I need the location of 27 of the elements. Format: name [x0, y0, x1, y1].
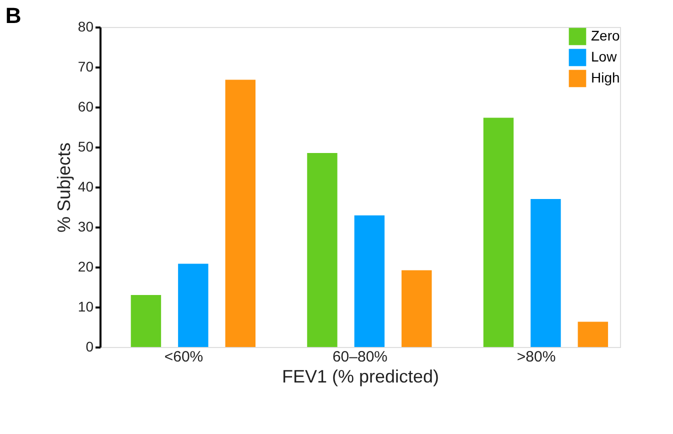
bar	[530, 199, 561, 347]
y-tick-label: 60	[78, 98, 94, 114]
legend-label: Low	[591, 48, 618, 64]
legend-label: High	[591, 70, 620, 86]
bar	[307, 153, 338, 347]
y-tick-label: 70	[78, 58, 94, 74]
bar	[354, 215, 385, 347]
bar	[178, 264, 208, 347]
x-tick-label: >80%	[516, 348, 556, 366]
chart-title: B	[5, 3, 22, 28]
bar	[578, 322, 608, 347]
legend-label: Zero	[591, 28, 620, 44]
y-tick-label: 40	[78, 178, 94, 194]
y-tick-label: 50	[78, 138, 94, 154]
x-tick-label: <60%	[164, 348, 204, 366]
bar	[402, 270, 432, 347]
bar	[130, 295, 162, 347]
y-tick-label: 20	[78, 258, 94, 274]
x-axis-title: FEV1 (% predicted)	[282, 366, 440, 386]
x-tick-label: 60–80%	[332, 348, 388, 366]
y-tick-label: 0	[86, 338, 94, 354]
y-tick-label: 30	[78, 218, 94, 234]
bar	[483, 118, 514, 347]
y-tick-label: 10	[78, 298, 94, 314]
y-tick-label: 80	[78, 18, 94, 34]
bar	[225, 80, 256, 347]
y-axis-title: % Subjects	[54, 142, 74, 233]
